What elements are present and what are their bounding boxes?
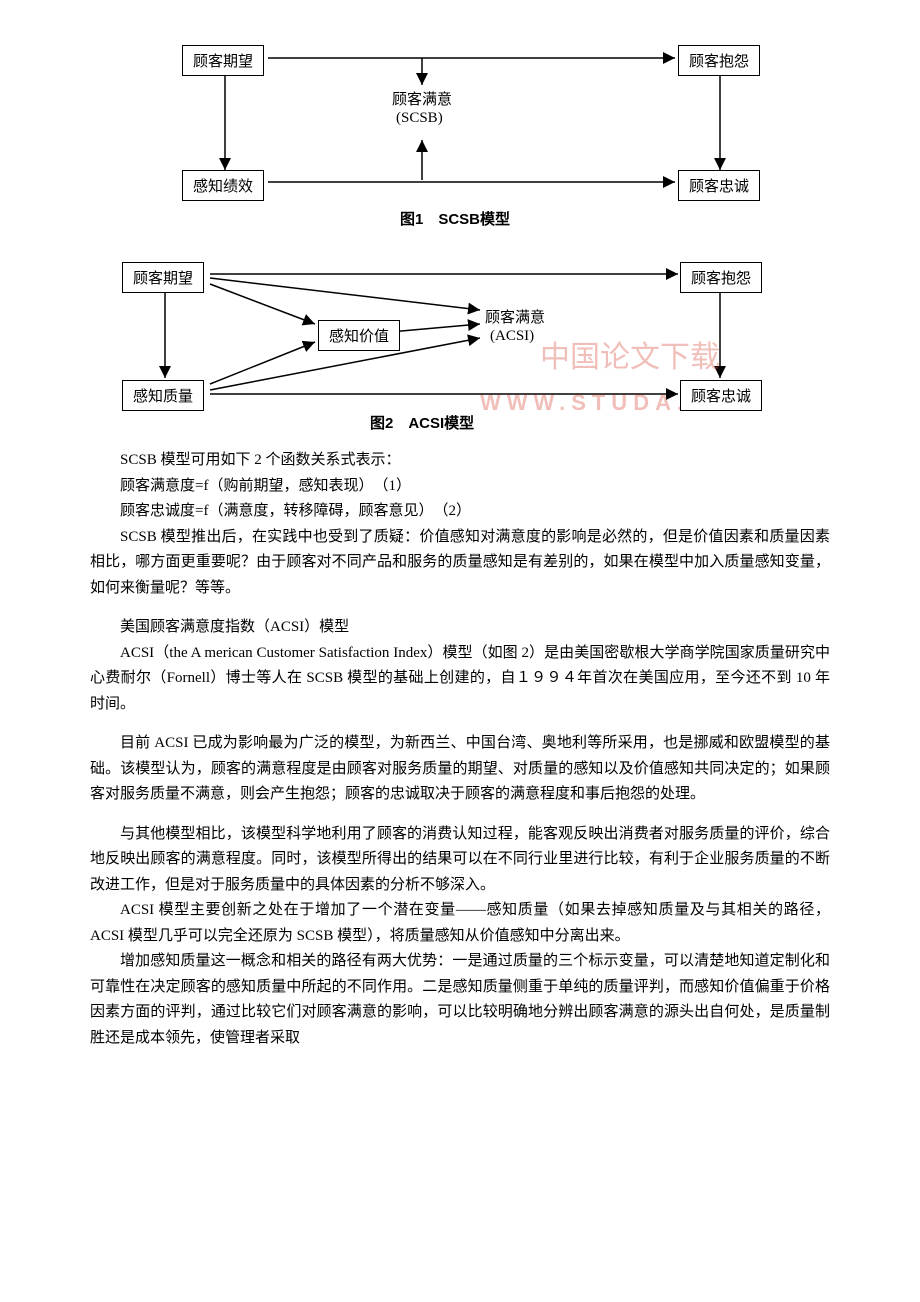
para-6: ACSI（the A merican Customer Satisfaction…: [90, 641, 830, 718]
node2-expectation: 顾客期望: [122, 262, 204, 293]
diagram1-caption: 图1 SCSB模型: [400, 208, 510, 229]
para-9: ACSI 模型主要创新之处在于增加了一个潜在变量——感知质量（如果去掉感知质量及…: [90, 898, 830, 949]
page: 顾客期望 顾客抱怨 顾客满意 (SCSB) 感知绩效 顾客忠诚 图1 SCSB模…: [0, 0, 920, 1091]
node2-acsi-label: (ACSI): [490, 328, 534, 345]
diagram-acsi: 中国论文下载 WWW.STUDA. 顾客期望 顾客抱怨 感知价值 顾客满意 (A…: [110, 260, 770, 440]
watermark-url: WWW.STUDA.: [480, 390, 689, 416]
node-performance: 感知绩效: [182, 170, 264, 201]
diagram-scsb: 顾客期望 顾客抱怨 顾客满意 (SCSB) 感知绩效 顾客忠诚 图1 SCSB模…: [150, 40, 790, 240]
para-2: 顾客满意度=f（购前期望，感知表现） （1）: [90, 474, 830, 500]
node-scsb-label: (SCSB): [396, 110, 443, 127]
para-10: 增加感知质量这一概念和相关的路径有两大优势：一是通过质量的三个标示变量，可以清楚…: [90, 949, 830, 1051]
node-expectation: 顾客期望: [182, 45, 264, 76]
watermark-text: 中国论文下载: [540, 332, 720, 376]
para-1: SCSB 模型可用如下 2 个函数关系式表示：: [90, 448, 830, 474]
diagram2-caption: 图2 ACSI模型: [370, 412, 474, 433]
node2-loyalty: 顾客忠诚: [680, 380, 762, 411]
node2-value: 感知价值: [318, 320, 400, 351]
para-5: 美国顾客满意度指数（ACSI）模型: [90, 615, 830, 641]
node2-satisfaction: 顾客满意: [485, 306, 545, 327]
node-loyalty: 顾客忠诚: [678, 170, 760, 201]
para-8: 与其他模型相比，该模型科学地利用了顾客的消费认知过程，能客观反映出消费者对服务质…: [90, 822, 830, 899]
body-text: SCSB 模型可用如下 2 个函数关系式表示： 顾客满意度=f（购前期望，感知表…: [90, 448, 830, 1051]
node2-complaint: 顾客抱怨: [680, 262, 762, 293]
para-4: SCSB 模型推出后，在实践中也受到了质疑：价值感知对满意度的影响是必然的，但是…: [90, 525, 830, 602]
para-7: 目前 ACSI 已成为影响最为广泛的模型，为新西兰、中国台湾、奥地利等所采用，也…: [90, 731, 830, 808]
para-3: 顾客忠诚度=f（满意度，转移障碍，顾客意见） （2）: [90, 499, 830, 525]
node-complaint: 顾客抱怨: [678, 45, 760, 76]
node2-quality: 感知质量: [122, 380, 204, 411]
node-satisfaction: 顾客满意: [392, 88, 452, 109]
